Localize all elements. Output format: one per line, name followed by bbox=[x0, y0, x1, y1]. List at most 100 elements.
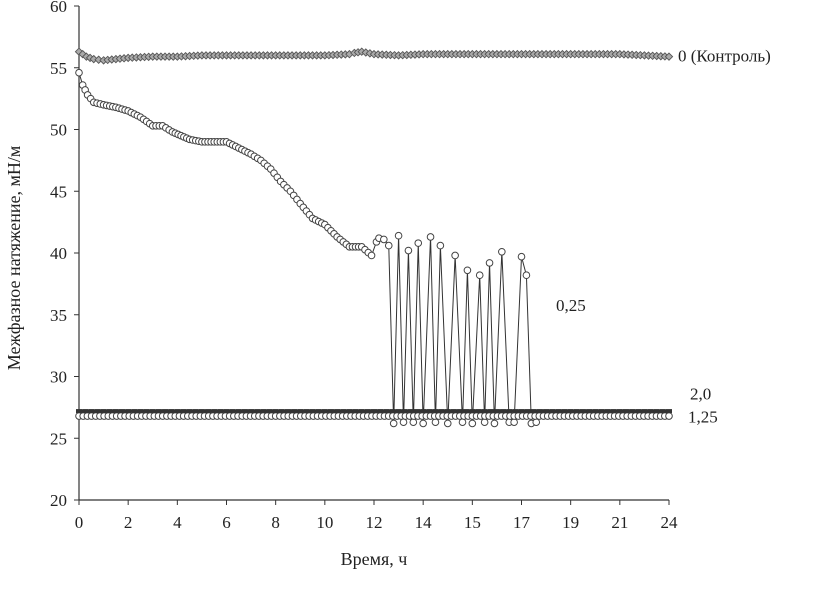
x-tick-label: 12 bbox=[366, 513, 383, 532]
data-point bbox=[598, 409, 605, 414]
data-point bbox=[468, 419, 477, 428]
data-point bbox=[490, 419, 499, 428]
data-point bbox=[485, 259, 494, 267]
data-point bbox=[383, 409, 390, 414]
data-point bbox=[457, 409, 464, 414]
data-point bbox=[592, 409, 599, 414]
data-point bbox=[487, 409, 494, 414]
data-point bbox=[481, 409, 488, 414]
data-point bbox=[260, 409, 267, 414]
data-point bbox=[297, 409, 304, 414]
data-point bbox=[431, 418, 440, 426]
data-point bbox=[561, 409, 568, 414]
data-point bbox=[168, 409, 175, 414]
data-point bbox=[399, 418, 408, 426]
x-tick-label: 17 bbox=[513, 513, 531, 532]
data-point bbox=[100, 409, 107, 414]
data-point bbox=[555, 409, 562, 414]
y-ticks: 20 25 30 35 40 45 50 55 60 bbox=[50, 0, 79, 510]
x-tick-label: 19 bbox=[562, 513, 579, 532]
data-point bbox=[352, 409, 359, 414]
data-point bbox=[414, 239, 423, 247]
data-point bbox=[358, 409, 365, 414]
series-label: 2,0 bbox=[690, 384, 711, 403]
y-tick-label: 25 bbox=[50, 429, 67, 448]
data-point bbox=[451, 251, 459, 260]
data-point bbox=[291, 409, 298, 414]
data-point bbox=[309, 409, 316, 414]
data-point bbox=[205, 409, 212, 414]
x-tick-label: 24 bbox=[661, 513, 679, 532]
data-point bbox=[174, 409, 181, 414]
data-point bbox=[506, 409, 513, 414]
series-layer bbox=[74, 47, 674, 428]
data-point bbox=[530, 409, 537, 414]
data-point bbox=[517, 252, 526, 261]
data-point bbox=[443, 419, 452, 428]
data-point bbox=[450, 409, 457, 414]
data-point bbox=[401, 409, 408, 414]
data-point bbox=[419, 419, 427, 428]
series-2 bbox=[75, 412, 673, 420]
data-point bbox=[162, 409, 169, 414]
data-point bbox=[498, 247, 506, 256]
data-point bbox=[659, 409, 666, 414]
data-point bbox=[426, 233, 435, 241]
x-ticks: 0 2 4 6 8 10 12 14 15 17 19 21 24 bbox=[75, 500, 678, 532]
y-tick-label: 20 bbox=[50, 491, 67, 510]
data-point bbox=[475, 271, 484, 280]
data-point bbox=[444, 409, 451, 414]
data-point bbox=[94, 409, 101, 414]
data-point bbox=[414, 409, 421, 414]
x-tick-label: 2 bbox=[124, 513, 133, 532]
data-point bbox=[143, 409, 150, 414]
data-point bbox=[198, 409, 205, 414]
data-point bbox=[409, 418, 418, 426]
data-point bbox=[346, 409, 353, 414]
data-point bbox=[426, 409, 433, 414]
data-point bbox=[106, 409, 113, 414]
data-point bbox=[536, 409, 543, 414]
data-point bbox=[666, 409, 672, 414]
data-point bbox=[192, 409, 199, 414]
x-tick-label: 8 bbox=[271, 513, 280, 532]
data-point bbox=[510, 418, 518, 426]
x-tick-label: 0 bbox=[75, 513, 84, 532]
data-point bbox=[480, 418, 489, 426]
data-point bbox=[616, 409, 623, 414]
data-point bbox=[223, 409, 230, 414]
data-point bbox=[664, 52, 674, 61]
data-point bbox=[367, 251, 376, 260]
data-point bbox=[543, 409, 550, 414]
data-point bbox=[75, 68, 83, 77]
x-tick-label: 6 bbox=[222, 513, 231, 532]
data-point bbox=[567, 409, 574, 414]
data-point bbox=[395, 409, 402, 414]
data-point bbox=[586, 409, 593, 414]
y-tick-label: 50 bbox=[50, 121, 67, 140]
data-point bbox=[284, 409, 291, 414]
data-point bbox=[112, 409, 119, 414]
data-point bbox=[131, 409, 138, 414]
x-tick-label: 14 bbox=[415, 513, 433, 532]
data-point bbox=[522, 271, 531, 280]
data-point bbox=[229, 409, 236, 414]
data-point bbox=[524, 409, 531, 414]
series-3 bbox=[76, 409, 672, 414]
data-point bbox=[88, 409, 95, 414]
data-point bbox=[217, 409, 224, 414]
data-point bbox=[278, 409, 285, 414]
data-point bbox=[518, 409, 525, 414]
data-point bbox=[186, 409, 193, 414]
data-point bbox=[475, 409, 482, 414]
y-tick-label: 40 bbox=[50, 244, 67, 263]
data-point bbox=[119, 409, 126, 414]
x-tick-label: 15 bbox=[464, 513, 481, 532]
data-point bbox=[380, 235, 388, 244]
data-point bbox=[125, 409, 132, 414]
data-point bbox=[272, 409, 279, 414]
series-0 bbox=[74, 47, 674, 65]
data-point bbox=[458, 418, 467, 426]
data-point bbox=[407, 409, 414, 414]
data-point bbox=[641, 409, 648, 414]
